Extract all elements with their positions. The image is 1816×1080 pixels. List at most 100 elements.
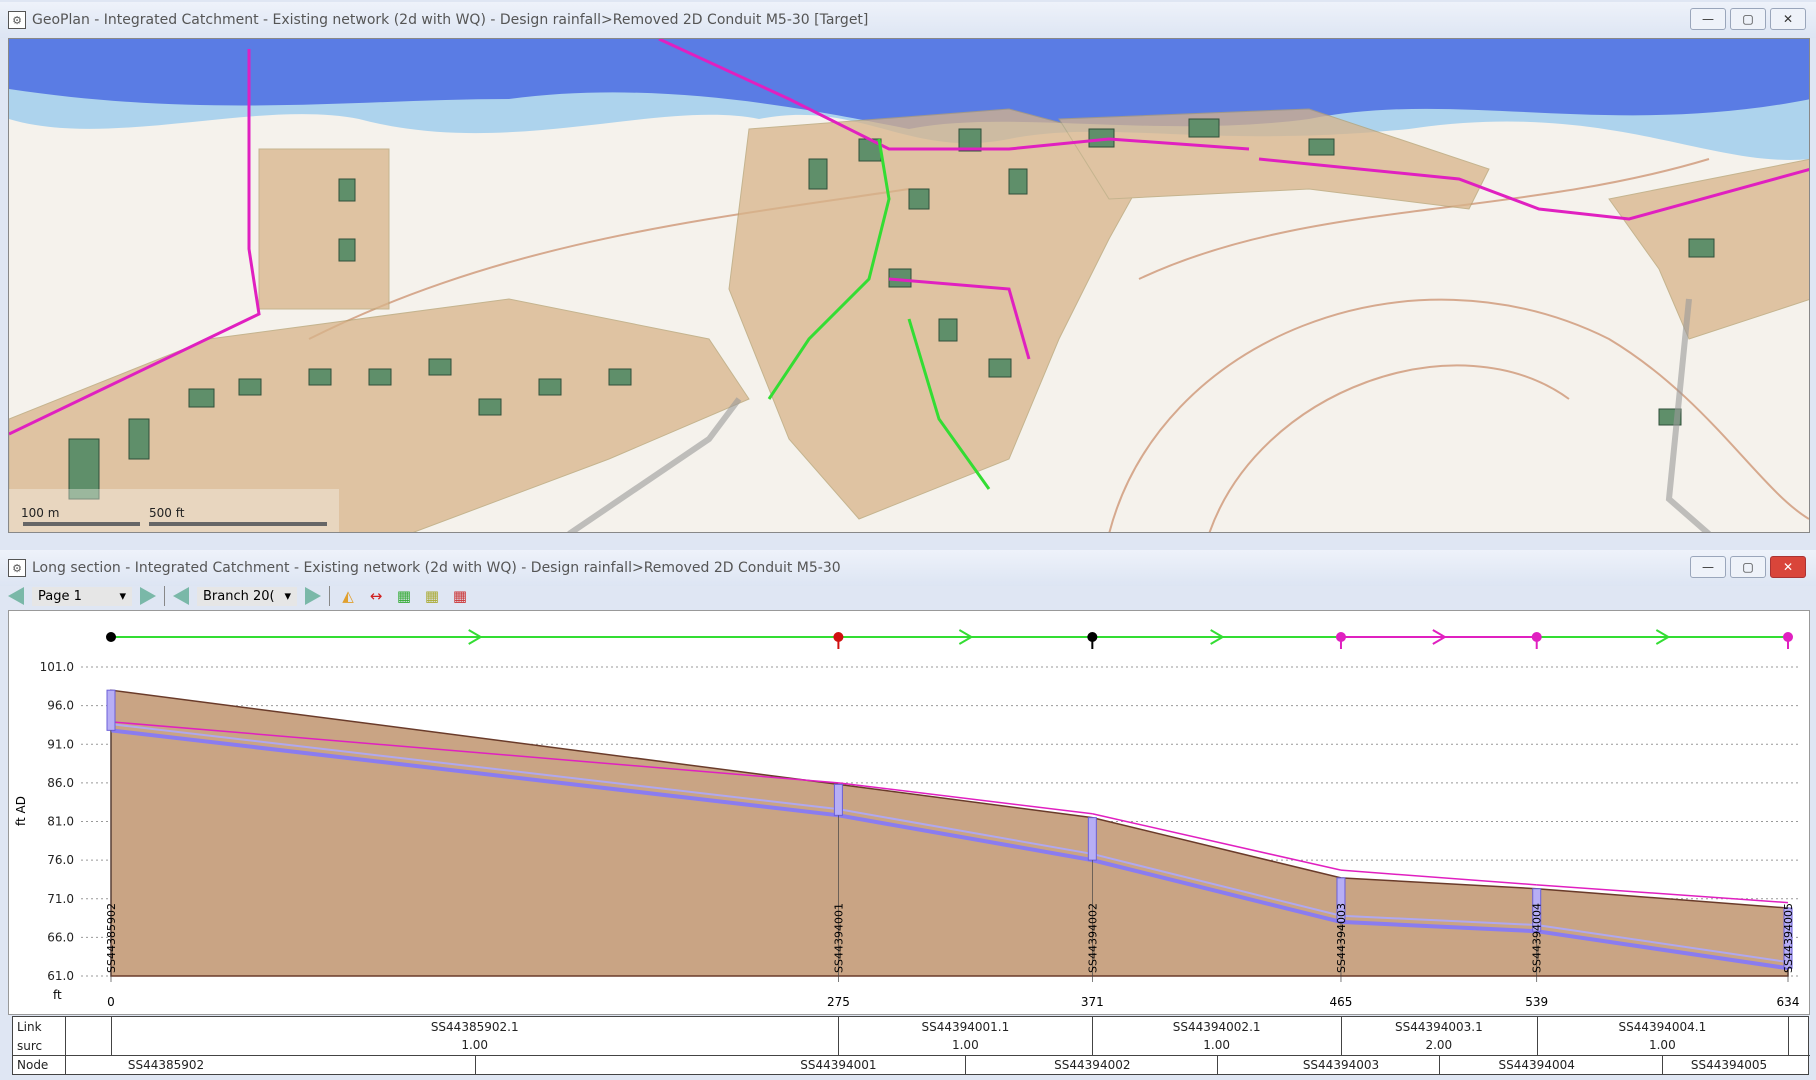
hydraulic-grade-line [110, 721, 839, 784]
x-tick-label: 634 [1777, 995, 1800, 1009]
grid-edit-icon[interactable]: ▦ [424, 587, 440, 605]
longsection-title: Long section - Integrated Catchment - Ex… [32, 560, 841, 576]
long-section-chart[interactable]: 101.0 96.0 91.0 86.0 81.0 76.0 71.0 66.0 61.0 ft … [8, 610, 1810, 1015]
hydraulic-grade-line [1092, 813, 1342, 871]
y-tick-label: 91.0 [47, 737, 74, 751]
node-dot [1335, 632, 1346, 642]
link-surcharge: 1.00 [951, 1038, 979, 1052]
page-select[interactable]: Page 1 ▾ [32, 586, 132, 606]
maximize-button[interactable]: ▢ [1730, 556, 1766, 578]
divider [1662, 1055, 1664, 1075]
y-tick-label: 66.0 [47, 930, 74, 944]
fit-width-icon[interactable]: ↔ [369, 587, 383, 605]
close-button[interactable]: ✕ [1770, 556, 1806, 578]
branch-select-value: Branch 20( [203, 588, 275, 604]
node-dot [1087, 632, 1098, 642]
divider [1438, 1055, 1440, 1075]
divider [13, 1055, 1810, 1056]
divider [965, 1055, 967, 1075]
node-label: SS44385902 [105, 903, 118, 973]
pipe-invert [1536, 929, 1789, 971]
branch-select[interactable]: Branch 20(▾ [197, 586, 297, 606]
map-canvas[interactable]: 100 m 500 ft [9, 39, 1810, 533]
chevron-down-icon: ▾ [119, 588, 126, 604]
scale-bar-metric [23, 522, 140, 526]
node-id: SS44394002 [1054, 1058, 1131, 1072]
x-tick-label: 371 [1081, 995, 1104, 1009]
node-id: SS44394004 [1498, 1058, 1575, 1072]
node-id: SS44394005 [1690, 1058, 1768, 1072]
x-tick-label: 539 [1525, 995, 1548, 1009]
node-dot [833, 632, 844, 642]
long-section-table: Link surc Node SS44385902.1 1.00 SS44394001.1… [12, 1016, 1810, 1075]
link-surcharge: 1.00 [461, 1038, 489, 1052]
next-page-button[interactable] [140, 587, 156, 605]
geoplan-titlebar: ⚙ GeoPlan - Integrated Catchment - Exist… [0, 2, 1816, 38]
maximize-button[interactable]: ▢ [1730, 8, 1766, 30]
manhole [106, 689, 116, 731]
divider [111, 1017, 112, 1055]
manhole [1087, 817, 1097, 861]
row-label-node: Node [17, 1058, 49, 1072]
y-tick-label: 71.0 [47, 892, 74, 906]
hydraulic-grade-line [1536, 884, 1789, 904]
longsection-toolbar: Page 1 ▾ Branch 20(▾ ◭ ↔ ▦ ▦ ▦ [8, 582, 470, 610]
node-label: SS44394001 [832, 903, 845, 973]
next-branch-button[interactable] [305, 587, 321, 605]
y-tick-label: 86.0 [47, 776, 74, 790]
link-id: SS44394003.1 [1394, 1020, 1483, 1034]
pipe-crown [1092, 852, 1342, 917]
flow-arrow-icon [1655, 629, 1671, 645]
flow-arrow-icon [1210, 629, 1225, 645]
flow-arrow-icon [1432, 629, 1447, 645]
link-id: SS44394002.1 [1172, 1020, 1261, 1034]
minimize-button[interactable]: — [1690, 8, 1726, 30]
node-label: SS44394004 [1531, 903, 1544, 973]
y-tick-label: 81.0 [47, 815, 74, 829]
previous-branch-button[interactable] [173, 587, 189, 605]
longsection-app-icon: ⚙ [8, 559, 26, 577]
y-tick-label: 101.0 [40, 660, 74, 674]
link-id: SS44385902.1 [430, 1020, 519, 1034]
node-id: SS44394003 [1302, 1058, 1380, 1072]
divider [1788, 1017, 1789, 1055]
row-label-surc: surc [17, 1039, 43, 1053]
y-axis-label: ft AD [14, 796, 28, 826]
link-surcharge: 1.00 [1648, 1038, 1676, 1052]
longsection-titlebar: ⚙ Long section - Integrated Catchment - … [0, 550, 1816, 586]
y-tick-label: 96.0 [47, 699, 74, 713]
pipe-crown [1340, 914, 1537, 927]
link-surcharge: 1.00 [1203, 1038, 1230, 1052]
minimize-button[interactable]: — [1690, 556, 1726, 578]
link-id: SS44394004.1 [1618, 1020, 1707, 1034]
divider [838, 1017, 840, 1055]
y-tick-label: 76.0 [47, 853, 74, 867]
node-label: SS44394002 [1086, 903, 1099, 973]
node-dot [106, 632, 116, 642]
node-id: SS44394001 [800, 1058, 877, 1072]
toolbar-divider [329, 586, 330, 606]
geoplan-map[interactable]: 100 m 500 ft [8, 38, 1810, 533]
node-dot [1531, 632, 1542, 642]
grid-remove-icon[interactable]: ▦ [452, 587, 468, 605]
divider [474, 1055, 476, 1075]
divider [1092, 1017, 1094, 1055]
page-select-value: Page 1 [38, 588, 82, 604]
grid-add-icon[interactable]: ▦ [396, 587, 412, 605]
long-section-svg: 101.0 96.0 91.0 86.0 81.0 76.0 71.0 66.0 61.0 ft … [14, 629, 1800, 1009]
divider [65, 1017, 66, 1075]
flow-arrow-icon [468, 629, 483, 645]
pipe-invert [1091, 858, 1342, 924]
hydraulic-grade-line [838, 782, 1093, 815]
previous-page-button[interactable] [8, 587, 24, 605]
close-button[interactable]: ✕ [1770, 8, 1806, 30]
scale-bar-metric-label: 100 m [21, 506, 59, 520]
geoplan-title: GeoPlan - Integrated Catchment - Existin… [32, 12, 869, 28]
node-dot [1783, 632, 1793, 642]
manhole [833, 783, 843, 816]
x-tick-label: 275 [827, 995, 850, 1009]
flip-icon[interactable]: ◭ [342, 587, 354, 605]
divider [1536, 1017, 1538, 1055]
toolbar-divider [164, 586, 165, 606]
y-tick-label: 61.0 [47, 969, 74, 983]
